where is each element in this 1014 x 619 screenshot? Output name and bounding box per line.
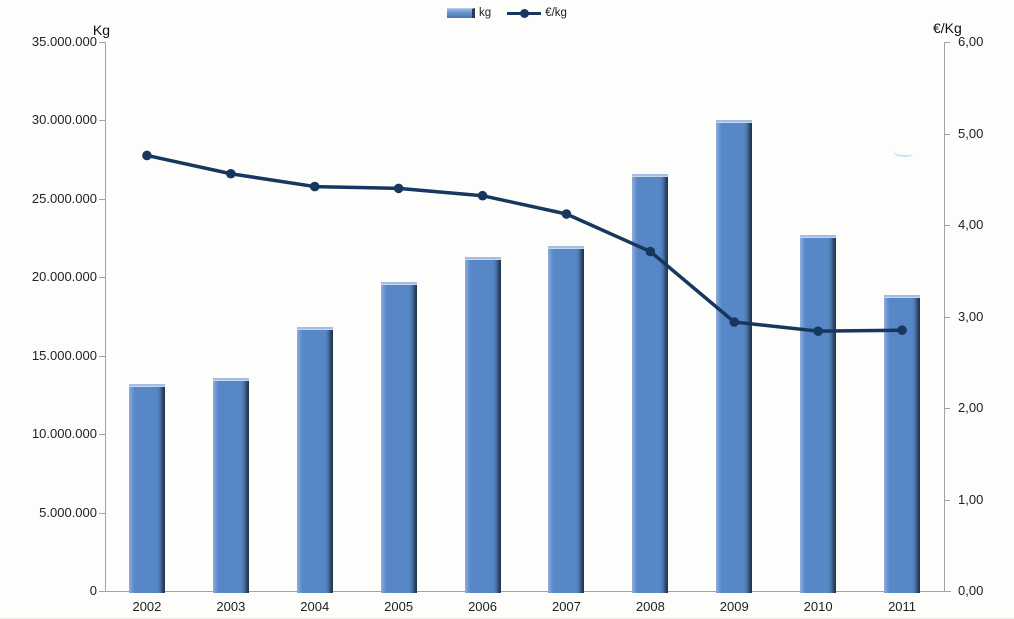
legend-item-eur-per-kg: €/kg: [507, 7, 567, 19]
left-axis-tick-label: 0: [89, 583, 97, 598]
bar-2011[interactable]: [884, 294, 921, 593]
bar-2004[interactable]: [296, 327, 333, 593]
artifact-smudge: [892, 146, 914, 159]
x-axis-label-2009: 2009: [719, 599, 749, 614]
bar-series-swatch-icon: [447, 8, 476, 18]
right-axis-tick-label: 4,00: [958, 217, 984, 232]
left-axis-tick-label: 5.000.000: [39, 504, 97, 520]
bar-2003[interactable]: [212, 378, 249, 593]
line-marker-icon: [519, 8, 529, 18]
right-axis-tick: [944, 225, 950, 226]
line-series-swatch-icon: [507, 8, 542, 18]
x-axis-label-2007: 2007: [551, 599, 581, 614]
bar-2008[interactable]: [632, 173, 669, 593]
left-axis-tick: [99, 42, 105, 43]
left-axis-tick-label: 20.000.000: [31, 269, 97, 285]
left-axis-tick: [99, 512, 105, 514]
bar-2002[interactable]: [128, 383, 165, 593]
price-line-point-2002[interactable]: [142, 150, 152, 161]
bar-2005[interactable]: [380, 281, 417, 593]
legend-label-eur-per-kg: €/kg: [545, 7, 567, 19]
legend-item-kg: kg: [447, 7, 491, 19]
right-axis-tick-label: 3,00: [958, 308, 984, 324]
right-axis-tick: [944, 316, 950, 318]
left-axis-tick: [99, 277, 105, 279]
right-axis-tick: [944, 591, 950, 592]
left-axis-tick: [99, 434, 105, 436]
right-axis-tick: [944, 42, 950, 43]
price-line-point-2006[interactable]: [477, 190, 488, 201]
x-axis-label-2011: 2011: [888, 599, 917, 614]
left-axis-tick-label: 35.000.000: [31, 34, 97, 49]
right-axis-tick: [944, 499, 950, 501]
legend: kg €/kg: [0, 7, 1014, 19]
legend-label-kg: kg: [479, 7, 492, 19]
left-axis-tick: [99, 120, 105, 122]
x-axis-label-2006: 2006: [468, 599, 497, 614]
left-axis-tick-label: 10.000.000: [31, 426, 97, 442]
left-axis-line: [105, 42, 106, 591]
left-axis-tick-label: 30.000.000: [31, 112, 97, 128]
bar-2007[interactable]: [548, 245, 585, 593]
left-axis-tick-label: 25.000.000: [31, 190, 97, 206]
left-axis-tick-label: 15.000.000: [31, 347, 97, 363]
price-line-point-2007[interactable]: [561, 209, 572, 219]
x-axis-line: [99, 591, 951, 592]
left-axis-title: Kg: [92, 22, 110, 38]
left-axis-tick: [99, 591, 105, 592]
x-axis-label-2002: 2002: [132, 599, 162, 614]
bar-2010[interactable]: [800, 234, 837, 593]
price-line-point-2003[interactable]: [226, 168, 236, 179]
right-axis-tick-label: 6,00: [958, 34, 984, 49]
bar-2006[interactable]: [464, 256, 501, 593]
right-axis-title: €/Kg: [933, 20, 962, 36]
right-axis-tick-label: 5,00: [958, 125, 984, 141]
x-axis-label-2003: 2003: [216, 599, 246, 614]
right-axis-tick-label: 2,00: [958, 400, 984, 415]
x-axis-label-2004: 2004: [300, 599, 330, 614]
price-line-point-2005[interactable]: [393, 183, 404, 194]
bar-2009[interactable]: [716, 120, 753, 593]
right-axis-tick: [944, 133, 950, 135]
left-axis-tick: [99, 355, 105, 357]
right-axis-tick: [944, 408, 950, 409]
x-axis-label-2008: 2008: [635, 599, 665, 614]
price-line-point-2004[interactable]: [309, 181, 320, 192]
x-axis-label-2005: 2005: [384, 599, 414, 614]
right-axis-tick-label: 1,00: [958, 491, 984, 507]
right-axis-tick-label: 0,00: [958, 583, 984, 598]
left-axis-tick: [99, 198, 105, 200]
x-axis-label-2010: 2010: [803, 599, 833, 614]
price-line: [146, 153, 903, 333]
